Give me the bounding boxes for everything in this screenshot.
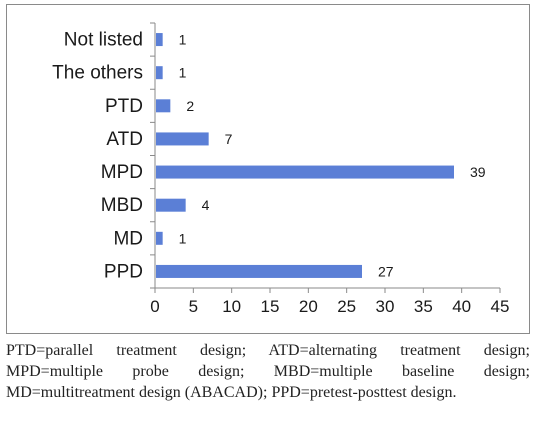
data-label: 39: [470, 164, 486, 180]
data-label: 27: [378, 263, 394, 279]
x-tick-label: 15: [261, 297, 280, 316]
x-tick-label: 25: [337, 297, 356, 316]
x-tick-label: 35: [414, 297, 433, 316]
category-label: Not listed: [64, 30, 143, 51]
x-tick-label: 20: [299, 297, 318, 316]
data-label: 1: [179, 230, 187, 246]
x-tick-label: 40: [452, 297, 471, 316]
category-label: MBD: [101, 195, 143, 216]
data-label: 7: [225, 131, 233, 147]
bar: [156, 99, 171, 113]
x-tick-label: 5: [189, 297, 198, 316]
category-label: PPD: [104, 261, 143, 282]
x-tick-label: 30: [376, 297, 395, 316]
bar: [156, 198, 186, 212]
category-label: PTD: [105, 96, 143, 117]
category-label: ATD: [106, 129, 143, 150]
bar: [156, 165, 454, 179]
bar: [156, 231, 163, 245]
category-label: The others: [52, 63, 143, 84]
x-tick-label: 10: [222, 297, 241, 316]
data-label: 4: [202, 197, 210, 213]
x-tick-label: 45: [491, 297, 510, 316]
category-label: MD: [113, 228, 143, 249]
figure-caption: PTD=parallel treatment design; ATD=alter…: [6, 342, 530, 401]
bar: [156, 132, 209, 146]
bar: [156, 264, 362, 278]
x-tick-label: 0: [150, 297, 159, 316]
chart-frame: 0 5 10 15 20 25 30 35 40 45 Not listed 1 The others 1…: [6, 4, 530, 334]
bar: [156, 66, 163, 80]
bar: [156, 33, 163, 47]
category-label: MPD: [101, 162, 143, 183]
data-label: 2: [186, 98, 194, 114]
data-label: 1: [179, 32, 187, 48]
bar-chart: 0 5 10 15 20 25 30 35 40 45 Not listed 1 The others 1…: [52, 22, 510, 316]
data-label: 1: [179, 65, 187, 81]
